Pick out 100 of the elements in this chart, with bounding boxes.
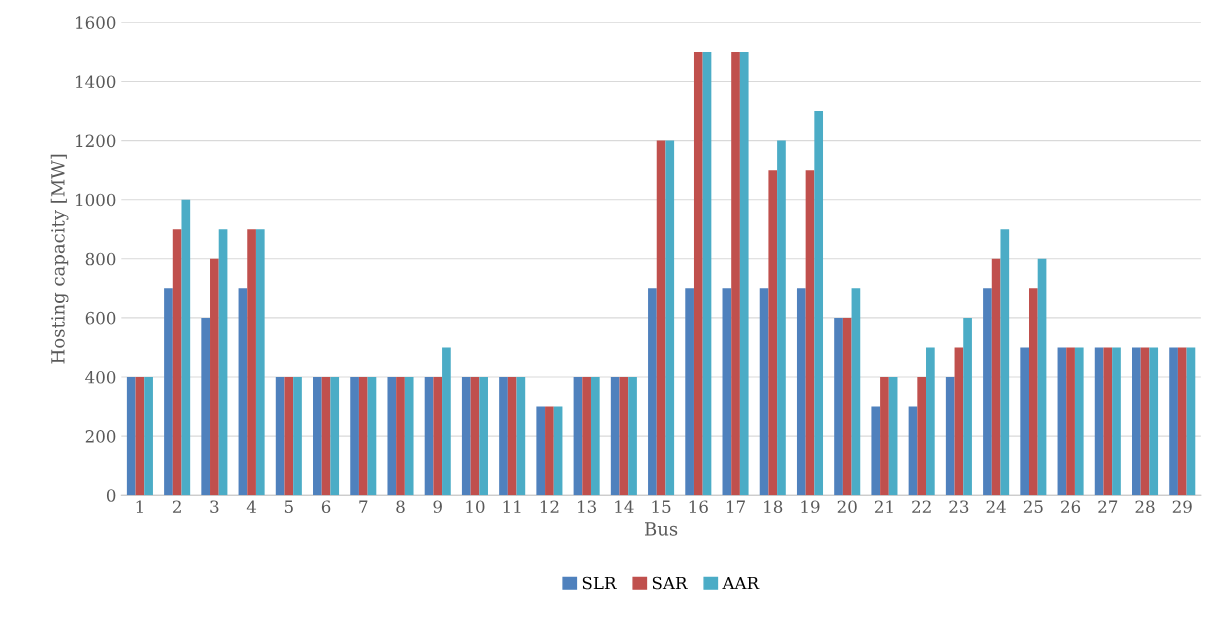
bar bbox=[1066, 347, 1075, 496]
bar bbox=[1020, 347, 1030, 496]
x-tick-label: 4 bbox=[246, 500, 257, 513]
x-tick-label: 24 bbox=[986, 500, 1006, 513]
x-axis-title: Bus bbox=[645, 522, 678, 536]
y-tick-label: 1200 bbox=[76, 134, 116, 148]
bar bbox=[126, 377, 136, 496]
bar bbox=[926, 347, 935, 496]
bar bbox=[164, 288, 173, 496]
x-tick-label: 1 bbox=[136, 500, 143, 513]
bar bbox=[275, 377, 285, 496]
bar bbox=[321, 377, 331, 496]
x-tick-label: 12 bbox=[540, 500, 559, 513]
y-tick-label: 400 bbox=[85, 370, 116, 384]
bar bbox=[238, 288, 248, 496]
legend-label: AAR bbox=[722, 576, 760, 590]
bar bbox=[516, 377, 526, 496]
y-tick-label: 600 bbox=[85, 311, 116, 325]
bar bbox=[834, 317, 843, 496]
x-tick-label: 19 bbox=[801, 500, 820, 513]
bar bbox=[665, 140, 675, 496]
x-tick-label: 20 bbox=[837, 500, 857, 513]
bar bbox=[1037, 258, 1047, 496]
bar bbox=[777, 140, 786, 496]
bar bbox=[693, 51, 703, 496]
bar bbox=[685, 288, 694, 496]
bar bbox=[888, 377, 898, 496]
bar bbox=[507, 377, 517, 496]
x-tick-label: 28 bbox=[1135, 500, 1155, 513]
bar bbox=[1057, 347, 1067, 496]
bar bbox=[461, 377, 471, 496]
bar bbox=[1029, 288, 1038, 496]
bar bbox=[545, 406, 554, 496]
bar bbox=[945, 377, 955, 496]
bar bbox=[573, 377, 583, 496]
x-tick-label: 6 bbox=[321, 500, 331, 513]
x-tick-label: 29 bbox=[1172, 500, 1192, 513]
x-tick-label: 11 bbox=[503, 500, 521, 513]
bar bbox=[479, 377, 488, 496]
bar bbox=[1103, 347, 1113, 496]
bar bbox=[582, 377, 591, 496]
bar bbox=[553, 406, 563, 496]
bar bbox=[293, 377, 302, 496]
x-tick-label: 16 bbox=[689, 500, 708, 513]
bar bbox=[702, 51, 712, 496]
bar bbox=[1094, 347, 1104, 496]
bar bbox=[610, 377, 620, 496]
bar bbox=[536, 406, 546, 496]
bar bbox=[367, 377, 377, 496]
bar bbox=[880, 377, 889, 496]
bar bbox=[759, 288, 769, 496]
bar bbox=[628, 377, 637, 496]
y-axis-title: Hosting capacity [MW] bbox=[50, 154, 69, 364]
bar bbox=[470, 377, 480, 496]
x-tick-label: 14 bbox=[615, 500, 634, 513]
bar bbox=[851, 288, 861, 496]
bar bbox=[433, 377, 443, 496]
bar bbox=[1074, 347, 1084, 496]
y-tick-label: 1600 bbox=[76, 16, 116, 29]
x-tick-label: 2 bbox=[172, 500, 181, 513]
bar bbox=[387, 377, 397, 496]
bar bbox=[135, 377, 145, 496]
bar bbox=[619, 377, 629, 496]
bar bbox=[1140, 347, 1150, 496]
bar bbox=[181, 199, 191, 496]
bar bbox=[350, 377, 359, 496]
y-tick-label: 0 bbox=[106, 489, 116, 502]
x-tick-label: 21 bbox=[874, 500, 893, 513]
bar bbox=[210, 258, 219, 496]
x-tick-label: 7 bbox=[359, 500, 368, 513]
bar bbox=[284, 377, 294, 496]
bar bbox=[963, 317, 972, 496]
x-tick-label: 18 bbox=[764, 500, 783, 513]
y-tick-label: 800 bbox=[85, 252, 116, 266]
x-tick-label: 8 bbox=[396, 500, 405, 513]
x-tick-label: 26 bbox=[1061, 500, 1081, 513]
x-tick-label: 23 bbox=[949, 500, 969, 513]
x-tick-label: 5 bbox=[284, 500, 293, 513]
x-tick-label: 9 bbox=[433, 500, 442, 513]
bar bbox=[1177, 347, 1187, 496]
bar bbox=[499, 377, 508, 496]
bar bbox=[330, 377, 340, 496]
y-tick-label: 1400 bbox=[76, 75, 116, 89]
bar bbox=[814, 111, 824, 496]
bar bbox=[796, 288, 806, 496]
bar bbox=[247, 229, 256, 496]
bar bbox=[739, 51, 749, 496]
bar bbox=[656, 140, 666, 496]
bar bbox=[1169, 347, 1178, 496]
bar bbox=[1132, 347, 1141, 496]
bar bbox=[201, 317, 211, 496]
bar bbox=[1186, 347, 1196, 496]
bar bbox=[1112, 347, 1121, 496]
bar bbox=[908, 406, 918, 496]
bar bbox=[404, 377, 414, 496]
bar bbox=[255, 229, 265, 496]
x-tick-label: 22 bbox=[912, 500, 931, 513]
bar bbox=[1000, 229, 1010, 496]
bar bbox=[871, 406, 881, 496]
legend-label: SAR bbox=[652, 576, 688, 590]
